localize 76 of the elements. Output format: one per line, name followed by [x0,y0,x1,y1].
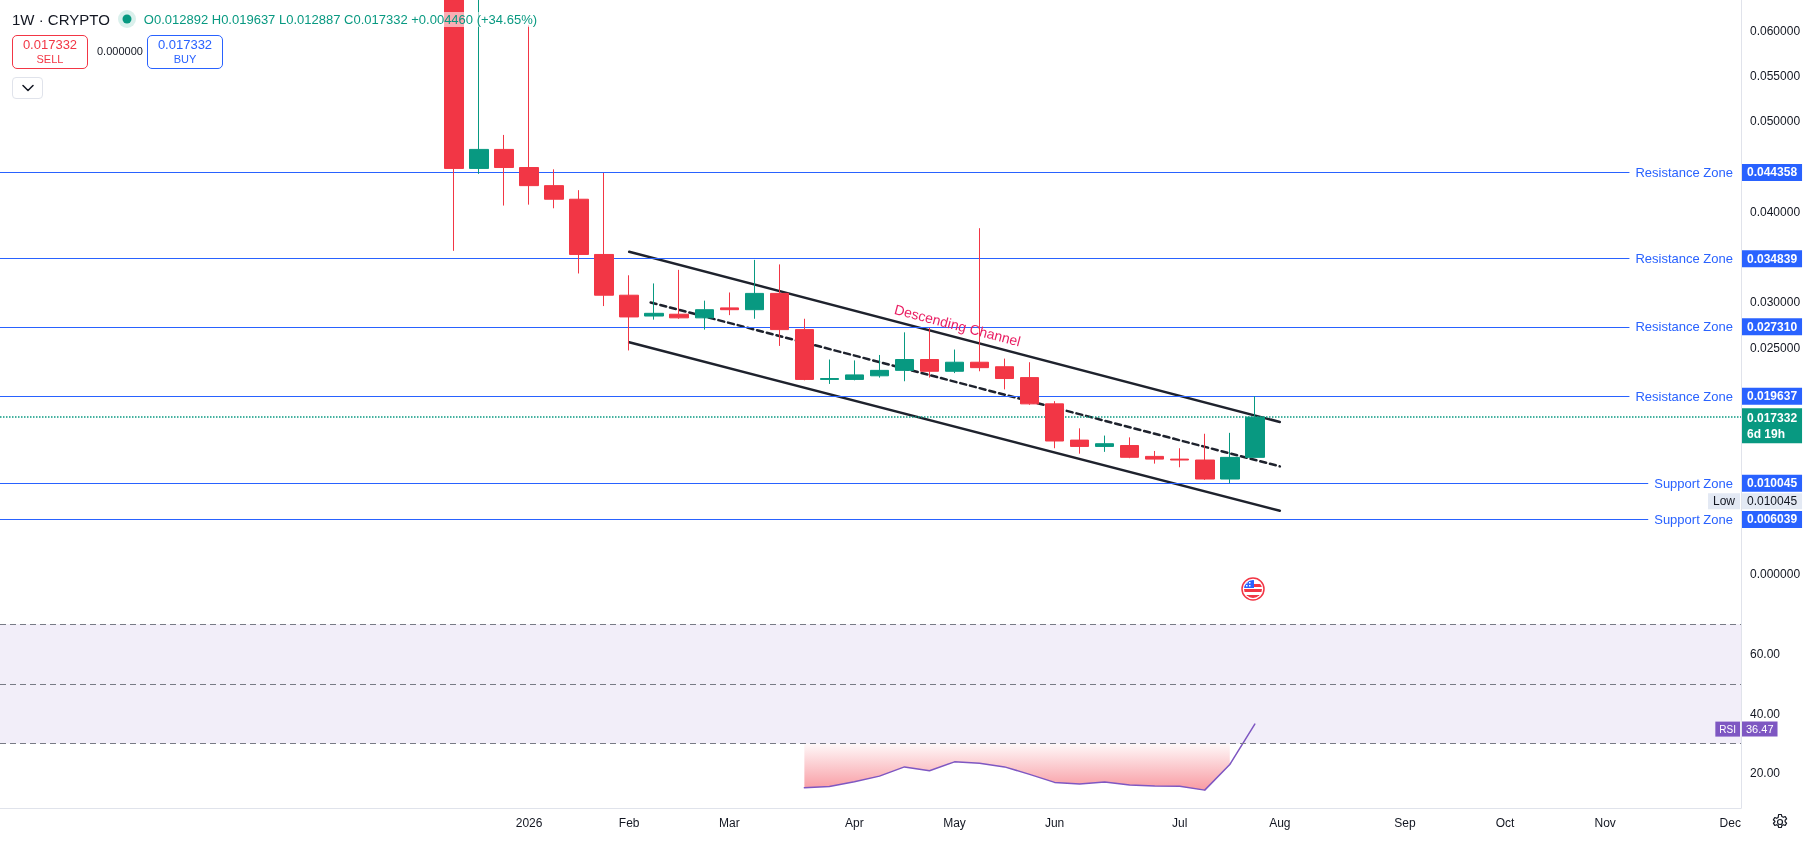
x-tick-label: Nov [1594,816,1616,830]
candlestick [1170,447,1189,468]
candlestick [745,259,764,320]
annotation: SELL [36,52,64,67]
x-tick-label: Mar [718,816,740,830]
candlestick [619,274,639,351]
x-tick-label: Aug [1269,816,1291,830]
candlestick [569,189,589,274]
x-tick-label: Feb [618,816,640,830]
candlestick [1220,432,1240,484]
ref-line-label: Support Zone [1654,475,1733,491]
candlestick [1095,435,1114,453]
candlestick [1120,436,1139,459]
x-tick-label: Dec [1719,816,1741,830]
text: 0.019637 [1747,389,1798,404]
candlestick [494,134,514,207]
x-tick-label: Apr [845,816,864,830]
candlestick [644,282,664,321]
candlestick [870,354,889,379]
x-tick-label: Jul [1172,816,1188,830]
legend-label: RSI [1719,723,1736,735]
candlestick [1045,400,1064,449]
x-tick-label: Sep [1394,816,1416,830]
text: 0.044358 [1747,165,1798,180]
text: O0.012892 H0.019637 L0.012887 C0.017332 +0.004460 (+34.65%) [143,11,538,27]
buy-button: 0.017332 BUY [147,35,223,69]
text: 1W · CRYPTO [12,10,110,28]
candlestick [1020,361,1039,406]
y-tick-label: 0.040000 [1750,204,1801,219]
text: 0.006039 [1747,512,1798,527]
candlestick [1195,433,1215,481]
ref-line-label: Resistance Zone [1635,319,1733,335]
candlestick [820,359,839,385]
y-tick-label: 60.00 [1750,647,1781,662]
ref-line-label: Resistance Zone [1635,164,1733,180]
text: 0.010045 [1747,476,1798,491]
annotation: 0.000000 [97,45,143,57]
y-tick-label: 0.030000 [1750,295,1801,310]
candlestick [594,172,614,307]
candlestick [669,269,689,320]
y-tick-label: 0.060000 [1750,23,1801,38]
candlestick [845,359,864,381]
x-tick-label: May [943,816,966,830]
text: 6d 19h [1747,427,1786,442]
candlestick [544,168,564,209]
line-series [803,723,1256,791]
y-tick-label: 0.025000 [1750,340,1801,355]
ref-line-label: Support Zone [1654,511,1733,527]
annotation: Low [1712,494,1736,509]
candlestick [995,358,1014,390]
ref-line-label: Resistance Zone [1635,388,1733,404]
annotation: BUY [173,52,197,67]
annotation: 0.017332 [157,37,213,52]
candlestick [1070,427,1089,455]
text: 0.017332 [1747,411,1798,426]
x-tick-label: Jun [1044,816,1065,830]
candlestick [720,291,739,316]
candlestick [770,263,789,347]
y-tick-label: 0.050000 [1750,114,1801,129]
candlestick [695,300,714,331]
text: 0.010045 [1747,494,1798,509]
candlestick [795,318,814,381]
x-tick-label: 2026 [515,816,543,830]
x-tick-label: Oct [1495,816,1516,830]
y-tick-label: 40.00 [1750,706,1781,721]
candlestick [1145,450,1164,465]
text: 0.034839 [1747,251,1798,266]
y-tick-label: 0.000000 [1750,567,1801,582]
text: 0.027310 [1747,319,1798,334]
sell-button: 0.017332 SELL [12,35,88,69]
y-tick-label: 20.00 [1750,766,1781,781]
ref-line-label: Resistance Zone [1635,251,1733,267]
candlestick [945,349,964,374]
annotation: 0.017332 [22,37,78,52]
text: 36.47 [1746,723,1774,736]
y-tick-label: 0.055000 [1750,69,1801,84]
